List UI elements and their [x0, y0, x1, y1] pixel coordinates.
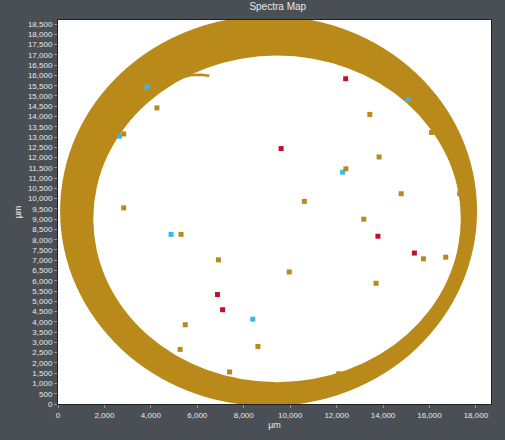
svg-text:13,000: 13,000 — [28, 133, 53, 142]
svg-text:1,000: 1,000 — [32, 379, 53, 388]
svg-text:12,500: 12,500 — [28, 143, 53, 152]
svg-text:15,500: 15,500 — [28, 82, 53, 91]
svg-text:9,000: 9,000 — [32, 215, 53, 224]
svg-text:10,000: 10,000 — [28, 194, 53, 203]
svg-text:Spectra Map: Spectra Map — [249, 1, 306, 12]
svg-text:14,500: 14,500 — [28, 102, 53, 111]
svg-text:13,500: 13,500 — [28, 123, 53, 132]
svg-text:8,000: 8,000 — [32, 236, 53, 245]
svg-text:2,500: 2,500 — [32, 348, 53, 357]
svg-text:3,500: 3,500 — [32, 328, 53, 337]
svg-text:10,500: 10,500 — [28, 184, 53, 193]
svg-text:8,500: 8,500 — [32, 225, 53, 234]
svg-text:8,000: 8,000 — [234, 411, 255, 420]
svg-text:14,000: 14,000 — [28, 112, 53, 121]
svg-text:17,500: 17,500 — [28, 40, 53, 49]
svg-text:7,500: 7,500 — [32, 246, 53, 255]
svg-text:4,000: 4,000 — [32, 318, 53, 327]
svg-text:16,000: 16,000 — [28, 71, 53, 80]
svg-text:4,000: 4,000 — [141, 411, 162, 420]
svg-text:5,000: 5,000 — [32, 297, 53, 306]
svg-text:0: 0 — [48, 400, 53, 409]
svg-text:12,000: 12,000 — [28, 153, 53, 162]
svg-text:17,000: 17,000 — [28, 51, 53, 60]
svg-text:2,000: 2,000 — [32, 359, 53, 368]
svg-text:6,000: 6,000 — [32, 277, 53, 286]
svg-text:10,000: 10,000 — [278, 411, 303, 420]
svg-text:5,500: 5,500 — [32, 287, 53, 296]
svg-text:7,000: 7,000 — [32, 256, 53, 265]
svg-text:µm: µm — [13, 206, 23, 219]
svg-text:3,000: 3,000 — [32, 338, 53, 347]
svg-text:16,500: 16,500 — [28, 61, 53, 70]
svg-text:18,000: 18,000 — [464, 411, 489, 420]
svg-text:16,000: 16,000 — [417, 411, 442, 420]
svg-text:1,500: 1,500 — [32, 369, 53, 378]
svg-text:0: 0 — [56, 411, 61, 420]
svg-text:2,000: 2,000 — [94, 411, 115, 420]
svg-text:18,000: 18,000 — [28, 30, 53, 39]
svg-text:11,500: 11,500 — [29, 164, 53, 173]
svg-text:11,000: 11,000 — [29, 174, 53, 183]
svg-text:14,000: 14,000 — [371, 411, 396, 420]
svg-text:15,000: 15,000 — [28, 92, 53, 101]
svg-text:9,500: 9,500 — [32, 205, 53, 214]
svg-text:4,500: 4,500 — [32, 307, 53, 316]
svg-text:18,500: 18,500 — [28, 20, 53, 29]
svg-text:6,000: 6,000 — [187, 411, 208, 420]
svg-text:6,500: 6,500 — [32, 266, 53, 275]
svg-text:12,000: 12,000 — [324, 411, 349, 420]
svg-text:µm: µm — [268, 420, 281, 430]
svg-text:500: 500 — [39, 390, 53, 399]
